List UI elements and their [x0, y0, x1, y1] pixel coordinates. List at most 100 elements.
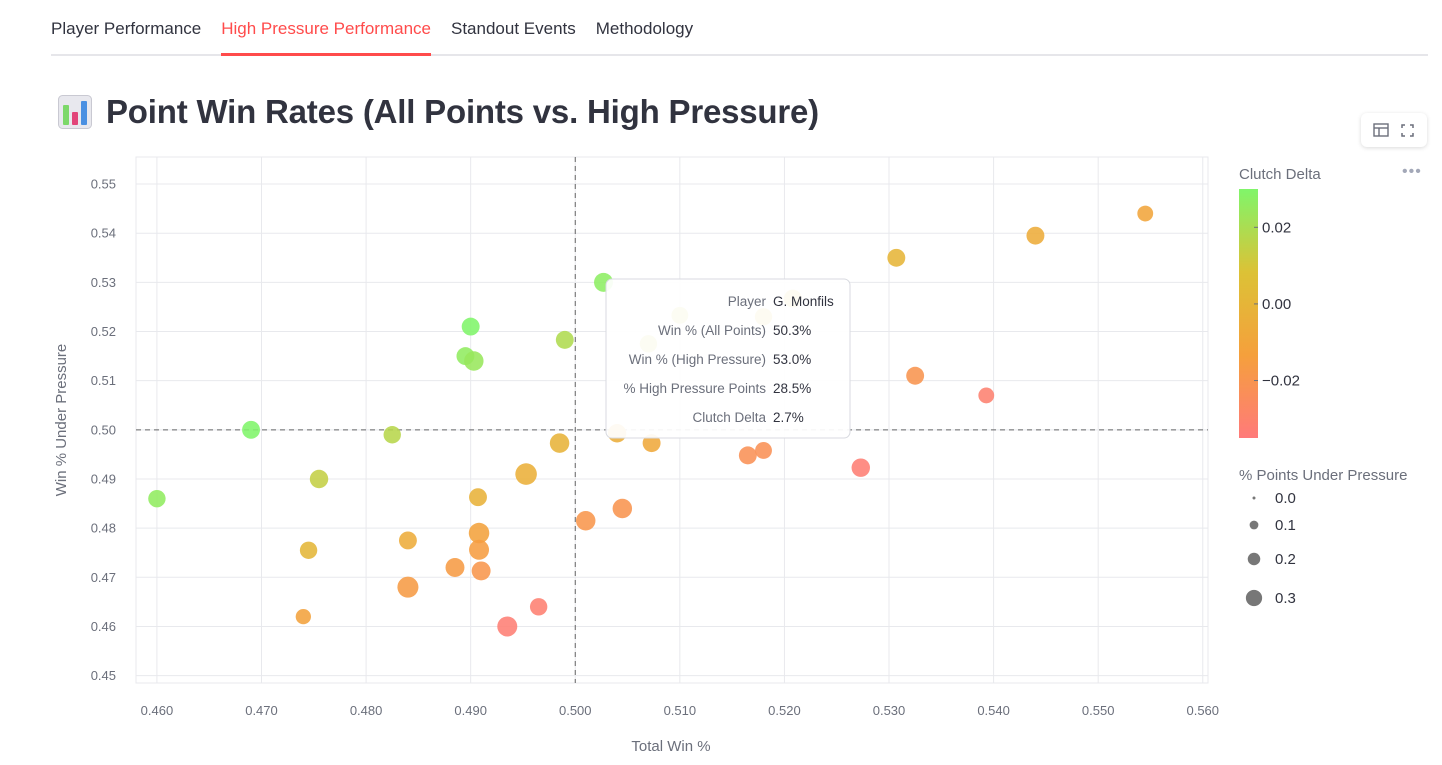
data-point [555, 330, 574, 349]
tooltip-row-value: 53.0% [773, 352, 811, 367]
data-point [1137, 205, 1154, 222]
data-point [469, 539, 490, 560]
x-tick-label: 0.490 [454, 703, 487, 718]
data-point [456, 347, 475, 366]
size-legend-label: 0.1 [1275, 517, 1296, 534]
data-point [398, 531, 417, 550]
y-tick-label: 0.47 [91, 570, 116, 585]
tab-standout-events[interactable]: Standout Events [451, 19, 576, 38]
data-point [607, 424, 627, 443]
data-point [783, 289, 802, 308]
fullscreen-icon[interactable] [1398, 120, 1418, 140]
data-point [671, 306, 689, 324]
size-legend-label: 0.0 [1275, 490, 1296, 507]
data-point [529, 598, 548, 616]
chart-toolbar [1361, 113, 1427, 147]
data-point [978, 387, 995, 404]
size-legend-marker [1247, 552, 1261, 566]
data-point [515, 463, 537, 485]
x-tick-label: 0.520 [768, 703, 801, 718]
y-tick-label: 0.51 [91, 373, 116, 388]
data-point [469, 488, 487, 507]
y-tick-label: 0.49 [91, 471, 116, 486]
x-tick-label: 0.460 [141, 703, 174, 718]
y-tick-label: 0.54 [91, 226, 116, 241]
color-scale-bar [1239, 189, 1258, 438]
tooltip-row-value: 50.3% [773, 323, 811, 338]
data-point [148, 489, 166, 508]
data-point [397, 576, 419, 598]
page-title: Point Win Rates (All Points vs. High Pre… [106, 93, 819, 130]
data-point [642, 434, 661, 453]
data-point [464, 351, 484, 371]
data-point [755, 442, 772, 459]
data-point [471, 561, 491, 581]
y-tick-label: 0.50 [91, 422, 116, 437]
grid-lines [135, 156, 1209, 684]
tooltip-row-label: % High Pressure Points [623, 381, 766, 396]
tooltip-row-label: Win % (All Points) [658, 323, 766, 338]
data-point [295, 608, 311, 625]
plot-frame [135, 156, 1209, 684]
data-point [299, 541, 318, 559]
x-tick-label: 0.540 [977, 703, 1010, 718]
tooltip-row-label: Win % (High Pressure) [629, 352, 766, 367]
data-point [738, 446, 757, 465]
x-tick-label: 0.480 [350, 703, 383, 718]
size-legend: 0.0 0.1 0.2 0.3 [1245, 490, 1296, 607]
x-tick-label: 0.500 [559, 703, 592, 718]
data-point [887, 248, 906, 267]
tooltip-row-value: 2.7% [773, 410, 804, 425]
page-title-row: Point Win Rates (All Points vs. High Pre… [58, 93, 819, 131]
tooltip-row-value: 28.5% [773, 381, 811, 396]
y-tick-label: 0.46 [91, 619, 116, 634]
color-scale-ticks: 0.02 0.00 −0.02 [1254, 219, 1300, 390]
color-scale-tick-label: −0.02 [1262, 373, 1300, 390]
x-tick-label: 0.530 [873, 703, 906, 718]
size-legend-label: 0.3 [1275, 590, 1296, 607]
y-tick-label: 0.48 [91, 521, 116, 536]
y-tick-label: 0.53 [91, 275, 116, 290]
tooltip: Player G. Monfils Win % (All Points) 50.3% W… [605, 278, 851, 439]
data-point [594, 272, 613, 292]
size-legend-marker [1249, 520, 1259, 530]
tab-player-performance[interactable]: Player Performance [51, 19, 202, 38]
x-tick-label: 0.510 [664, 703, 697, 718]
data-point [445, 557, 465, 577]
size-legend-marker [1252, 496, 1256, 500]
y-tick-label: 0.55 [91, 177, 116, 192]
data-point [242, 420, 261, 439]
table-icon[interactable] [1371, 120, 1391, 140]
x-tick-label: 0.550 [1082, 703, 1115, 718]
x-axis-label: Total Win % [631, 738, 710, 755]
more-icon[interactable]: ••• [1402, 163, 1422, 180]
data-point [1026, 226, 1045, 245]
tooltip-row-label: Player [728, 294, 767, 309]
y-tick-label: 0.45 [91, 668, 116, 683]
size-legend-title: % Points Under Pressure [1239, 467, 1407, 484]
color-legend-title: Clutch Delta [1239, 166, 1321, 183]
data-point [639, 335, 658, 353]
data-point [575, 511, 596, 531]
x-axis-ticks: 0.460 0.470 0.480 0.490 0.500 0.510 0.520 0.530… [141, 703, 1219, 718]
size-legend-label: 0.2 [1275, 551, 1296, 568]
data-point [383, 426, 401, 444]
y-tick-label: 0.52 [91, 324, 116, 339]
color-scale-tick-label: 0.00 [1262, 296, 1291, 313]
data-points [148, 205, 1154, 637]
x-tick-label: 0.470 [245, 703, 278, 718]
tooltip-box [605, 278, 851, 439]
tab-bar: Player Performance High Pressure Perform… [51, 0, 1428, 56]
tooltip-row-value: G. Monfils [773, 294, 834, 309]
data-point [309, 469, 329, 489]
data-point [549, 433, 570, 453]
color-scale-tick-label: 0.02 [1262, 219, 1291, 236]
reference-lines [136, 157, 1208, 683]
tooltip-row-label: Clutch Delta [692, 410, 766, 425]
x-tick-label: 0.560 [1186, 703, 1219, 718]
size-legend-marker [1245, 589, 1263, 607]
data-point [906, 366, 925, 385]
y-axis-label: Win % Under Pressure [53, 344, 70, 497]
tab-methodology[interactable]: Methodology [595, 19, 694, 38]
tab-high-pressure-performance[interactable]: High Pressure Performance [221, 0, 431, 56]
